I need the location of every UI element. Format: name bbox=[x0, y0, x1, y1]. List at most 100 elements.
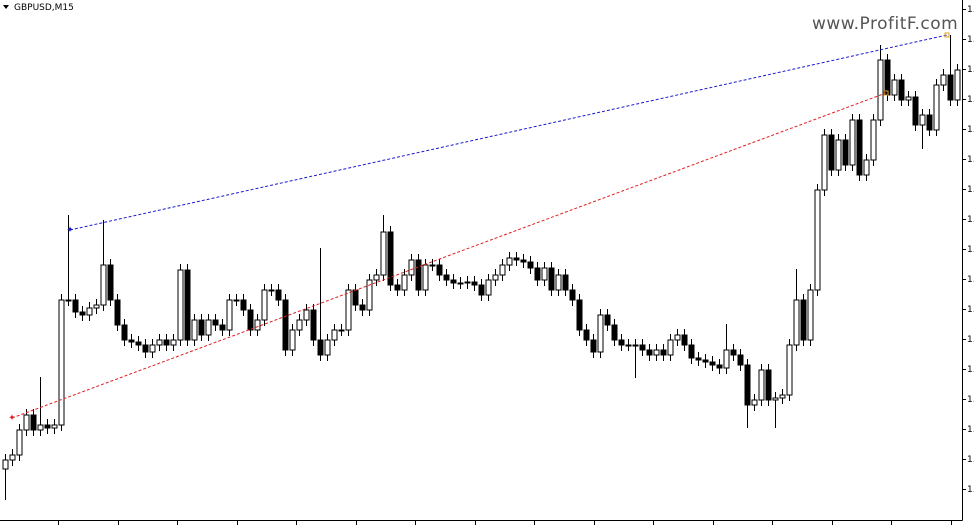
candle-body bbox=[261, 289, 268, 321]
candle-body bbox=[226, 299, 233, 331]
candle-body bbox=[282, 299, 289, 351]
candle-body bbox=[205, 319, 212, 336]
candle-body bbox=[562, 274, 569, 291]
candle-body bbox=[457, 282, 464, 285]
candle-body bbox=[856, 119, 863, 176]
candle-body bbox=[625, 344, 632, 347]
candle-body bbox=[212, 319, 219, 326]
candle-body bbox=[37, 424, 44, 431]
candle-body bbox=[331, 329, 338, 341]
candle-body bbox=[660, 349, 667, 356]
y-tick-label: 1. bbox=[967, 95, 974, 105]
candle-body bbox=[548, 267, 555, 291]
candle-body bbox=[184, 269, 191, 341]
candle-body bbox=[499, 264, 506, 276]
y-tick-label: 1. bbox=[967, 335, 974, 345]
anchor-point bbox=[944, 32, 950, 38]
candle-body bbox=[947, 74, 954, 101]
candle-body bbox=[618, 339, 625, 346]
candle-body bbox=[478, 284, 485, 296]
candle-body bbox=[345, 289, 352, 331]
candle-body bbox=[954, 69, 961, 101]
candle-body bbox=[485, 279, 492, 296]
menu-triangle[interactable] bbox=[3, 5, 9, 9]
candle-body bbox=[807, 289, 814, 341]
candle-body bbox=[51, 424, 58, 429]
candle-body bbox=[828, 134, 835, 171]
y-tick-label: 1. bbox=[967, 35, 974, 45]
anchor-star: ✦ bbox=[66, 226, 74, 236]
candle-body bbox=[723, 349, 730, 369]
y-tick-label: 1. bbox=[967, 65, 974, 75]
y-tick-label: 1. bbox=[967, 425, 974, 435]
candle-body bbox=[296, 319, 303, 331]
candle-body bbox=[373, 274, 380, 281]
chart-title: GBPUSD,M15 bbox=[14, 3, 74, 13]
candle-body bbox=[520, 259, 527, 263]
candle-body bbox=[191, 319, 198, 341]
candle-body bbox=[16, 429, 23, 456]
candle-body bbox=[317, 339, 324, 356]
candle-body bbox=[121, 324, 128, 341]
candle-body bbox=[72, 299, 79, 313]
candle-body bbox=[170, 339, 177, 346]
candle-body bbox=[128, 339, 135, 343]
candle-body bbox=[597, 314, 604, 353]
candle-body bbox=[177, 269, 184, 341]
candle-body bbox=[310, 309, 317, 341]
candle-body bbox=[765, 369, 772, 401]
candle-body bbox=[44, 424, 51, 429]
candle-body bbox=[380, 231, 387, 276]
y-tick-label: 1. bbox=[967, 305, 974, 315]
candle-body bbox=[569, 289, 576, 301]
candle-body bbox=[835, 139, 842, 171]
anchor-point bbox=[883, 90, 889, 96]
candle-body bbox=[898, 79, 905, 101]
candle-body bbox=[863, 159, 870, 176]
candle-body bbox=[772, 397, 779, 401]
candle-body bbox=[842, 139, 849, 166]
candle-body bbox=[513, 257, 520, 261]
y-tick-label: 1. bbox=[967, 485, 974, 495]
candle-body bbox=[163, 339, 170, 346]
candle-body bbox=[590, 339, 597, 353]
candle-body bbox=[541, 267, 548, 281]
candle-body bbox=[821, 134, 828, 191]
y-tick-label: 1. bbox=[967, 455, 974, 465]
candle-body bbox=[681, 334, 688, 346]
candle-body bbox=[268, 289, 275, 292]
candle-body bbox=[604, 314, 611, 326]
candle-body bbox=[919, 114, 926, 126]
candle-body bbox=[779, 394, 786, 399]
candle-body bbox=[233, 299, 240, 302]
candle-body bbox=[114, 299, 121, 326]
candle-body bbox=[744, 364, 751, 406]
candle-body bbox=[450, 279, 457, 284]
candle-body bbox=[884, 59, 891, 96]
candle-body bbox=[632, 344, 639, 347]
candle-body bbox=[849, 119, 856, 166]
candle-body bbox=[793, 299, 800, 346]
candle-body bbox=[464, 281, 471, 284]
candle-body bbox=[926, 114, 933, 131]
candle-body bbox=[877, 59, 884, 121]
y-tick-label: 1. bbox=[967, 365, 974, 375]
candle-body bbox=[702, 359, 709, 363]
candle-body bbox=[219, 324, 226, 331]
y-tick-label: 1. bbox=[967, 185, 974, 195]
y-tick-label: 1. bbox=[967, 215, 974, 225]
candle-body bbox=[429, 264, 436, 267]
y-tick-label: 1. bbox=[967, 5, 974, 15]
candle-body bbox=[506, 257, 513, 266]
y-tick-label: 1. bbox=[967, 395, 974, 405]
candle-body bbox=[303, 309, 310, 321]
candle-body bbox=[86, 307, 93, 316]
candle-body bbox=[870, 119, 877, 161]
candle-body bbox=[352, 289, 359, 306]
candle-body bbox=[415, 259, 422, 291]
candle-body bbox=[667, 339, 674, 356]
candle-body bbox=[142, 344, 149, 353]
candle-body bbox=[688, 344, 695, 359]
candles bbox=[2, 35, 961, 500]
